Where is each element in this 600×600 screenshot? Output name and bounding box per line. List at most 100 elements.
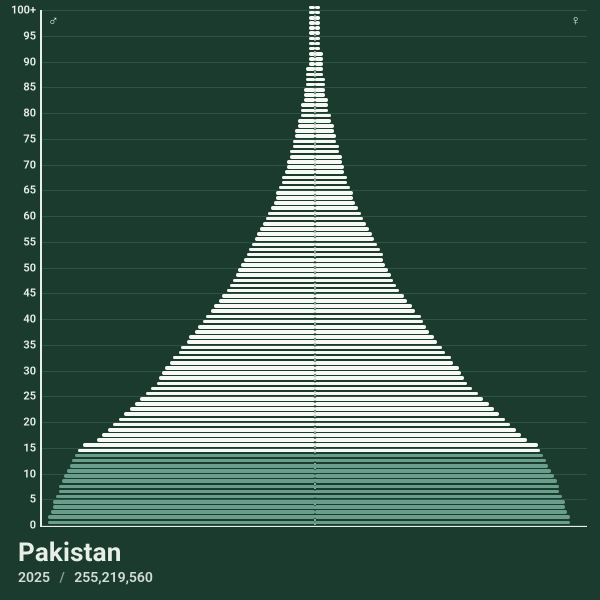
bar-female <box>315 294 405 298</box>
bar-female <box>315 11 320 15</box>
bar-female <box>315 47 320 51</box>
bar-female <box>315 469 552 473</box>
bar-female <box>315 232 372 236</box>
bar-male <box>287 165 314 169</box>
year-label: 2025 <box>18 570 50 586</box>
bar-female <box>315 52 323 56</box>
footer: Pakistan 2025 / 255,219,560 <box>18 538 153 586</box>
bar-male <box>159 376 314 380</box>
bar-female <box>315 42 320 46</box>
bar-female <box>315 93 326 97</box>
bar-male <box>252 243 315 247</box>
bar-female <box>315 186 350 190</box>
bar-male <box>72 459 314 463</box>
ytick-label: 90 <box>23 55 42 68</box>
bar-female <box>315 304 413 308</box>
bar-male <box>151 387 314 391</box>
bar-female <box>315 366 459 370</box>
bar-male <box>301 109 315 113</box>
bar-male <box>62 479 315 483</box>
bar-male <box>130 407 315 411</box>
bar-female <box>315 263 386 267</box>
bar-female <box>315 67 323 71</box>
bar-male <box>309 6 314 10</box>
bar-male <box>309 26 314 30</box>
bar-female <box>315 119 331 123</box>
bar-male <box>295 134 314 138</box>
bar-male <box>301 103 315 107</box>
bar-female <box>315 438 527 442</box>
bar-female <box>315 217 364 221</box>
bar-male <box>230 284 314 288</box>
bar-male <box>282 181 315 185</box>
bar-male <box>306 67 314 71</box>
bar-male <box>124 412 314 416</box>
bar-female <box>315 150 339 154</box>
bar-female <box>315 309 416 313</box>
bar-female <box>315 37 320 41</box>
bar-male <box>206 315 315 319</box>
bar-female <box>315 206 359 210</box>
bar-female <box>315 459 546 463</box>
bar-male <box>53 505 314 509</box>
bar-female <box>315 253 383 257</box>
bar-male <box>309 52 314 56</box>
bar-male <box>157 382 315 386</box>
bar-female <box>315 335 435 339</box>
country-name: Pakistan <box>18 538 153 568</box>
bar-female <box>315 351 446 355</box>
bar-female <box>315 103 329 107</box>
bar-male <box>279 186 314 190</box>
bar-male <box>263 222 315 226</box>
bar-female <box>315 361 454 365</box>
bar-male <box>189 335 314 339</box>
bar-female <box>315 160 342 164</box>
bar-female <box>315 176 348 180</box>
bar-female <box>315 212 361 216</box>
bar-male <box>102 433 314 437</box>
bar-female <box>315 114 331 118</box>
bar-male <box>238 268 314 272</box>
bar-female <box>315 407 495 411</box>
plot-area: ♂ ♀ 051015202530354045505560657075808590… <box>40 10 587 527</box>
bar-female <box>315 392 478 396</box>
bar-male <box>309 47 314 51</box>
bar-male <box>181 346 314 350</box>
bar-male <box>309 31 314 35</box>
bar-male <box>48 521 315 525</box>
bar-female <box>315 31 320 35</box>
bar-female <box>315 356 451 360</box>
bar-male <box>295 129 314 133</box>
bar-male <box>244 258 315 262</box>
bar-male <box>271 206 315 210</box>
bar-female <box>315 289 399 293</box>
country-meta: 2025 / 255,219,560 <box>18 570 153 586</box>
bar-male <box>306 73 314 77</box>
ytick-label: 55 <box>23 235 42 248</box>
bar-male <box>255 237 315 241</box>
bar-female <box>315 6 320 10</box>
bar-male <box>78 449 315 453</box>
bar-female <box>315 387 473 391</box>
ytick-label: 40 <box>23 313 42 326</box>
ytick-label: 65 <box>23 184 42 197</box>
bar-female <box>315 140 337 144</box>
bar-female <box>315 443 538 447</box>
bar-female <box>315 268 388 272</box>
bar-female <box>315 495 563 499</box>
bar-male <box>293 145 315 149</box>
bar-female <box>315 428 516 432</box>
ytick-label: 45 <box>23 287 42 300</box>
bar-male <box>51 510 315 514</box>
bar-male <box>67 469 315 473</box>
bar-female <box>315 134 337 138</box>
bar-male <box>309 16 314 20</box>
ytick-label: 50 <box>23 261 42 274</box>
bar-female <box>315 346 443 350</box>
bar-male <box>304 98 315 102</box>
bar-male <box>301 114 315 118</box>
bar-male <box>59 490 315 494</box>
ytick-label: 25 <box>23 390 42 403</box>
bar-male <box>266 217 315 221</box>
ytick-label: 0 <box>30 519 42 532</box>
